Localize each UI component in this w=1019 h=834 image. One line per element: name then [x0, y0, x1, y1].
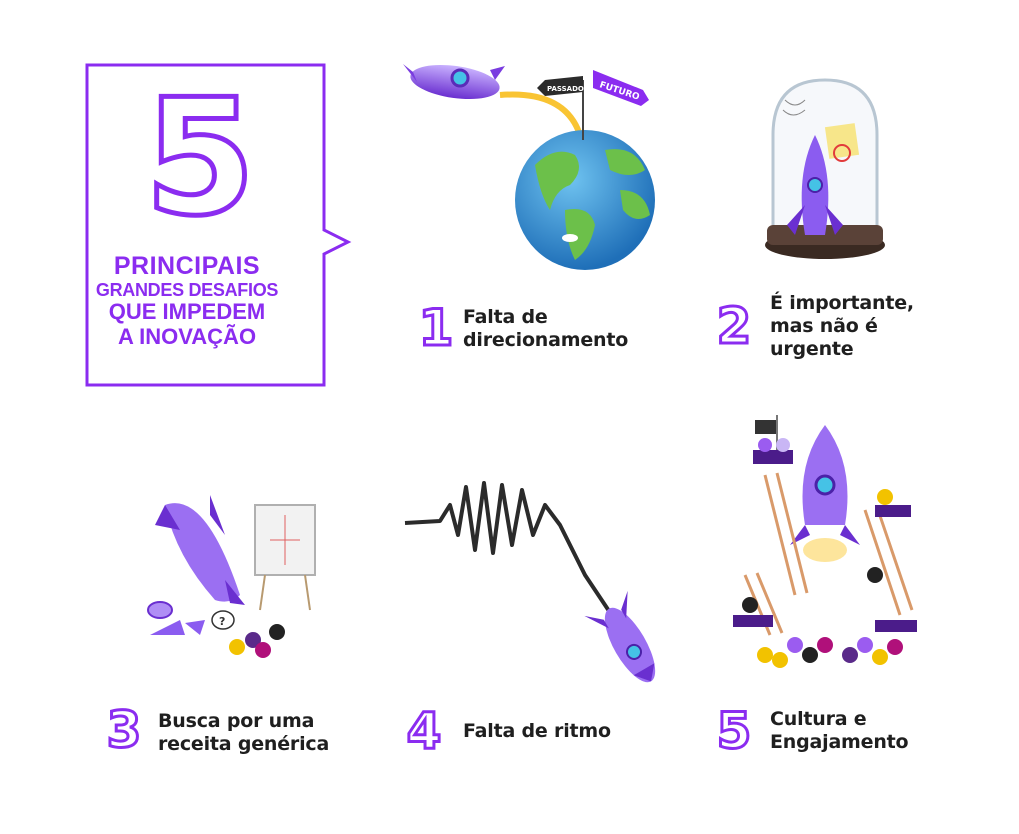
rocket-ladders-illustration	[733, 415, 917, 668]
waveform-rocket-illustration	[404, 481, 656, 683]
bell-jar-illustration	[765, 78, 885, 259]
item-3-label: Busca por uma receita genérica	[158, 710, 329, 756]
item-2-line-3: urgente	[770, 338, 854, 360]
item-3-line-2: receita genérica	[158, 733, 330, 755]
signpost-past-label: PASSADO	[547, 85, 584, 93]
title-line-1: PRINCIPAIS	[113, 252, 261, 280]
item-5-label: Cultura e Engajamento	[770, 708, 909, 754]
item-5-number: 5	[715, 702, 753, 760]
rocket-icon	[787, 135, 843, 235]
item-2-number: 2	[715, 297, 753, 355]
item-4-line-1: Falta de ritmo	[463, 720, 611, 742]
checkered-flag-icon	[755, 420, 777, 434]
rocket-icon	[584, 590, 656, 683]
flipchart-icon	[254, 504, 316, 611]
item-3-line-1: Busca por uma	[158, 710, 315, 732]
item-1-number: 1	[417, 299, 455, 357]
item-4-number: 4	[405, 702, 443, 760]
rocket-icon	[403, 64, 505, 100]
rocket-flipchart-illustration: ?	[147, 495, 316, 658]
item-1-line-2: direcionamento	[463, 329, 629, 351]
question-mark: ?	[219, 615, 225, 628]
title-speech-box	[85, 63, 352, 387]
title-text: PRINCIPAIS GRANDES DESAFIOS QUE IMPEDEM …	[72, 252, 302, 349]
item-2-line-2: mas não é	[770, 315, 878, 337]
item-1-label: Falta de direcionamento	[463, 306, 628, 352]
item-3-number: 3	[105, 701, 143, 759]
signpost-icon: PASSADO FUTURO	[537, 70, 649, 106]
item-2-line-1: É importante,	[770, 292, 914, 314]
item-4-label: Falta de ritmo	[463, 720, 611, 743]
item-1-line-1: Falta de	[463, 306, 548, 328]
title-big-number: 5	[142, 64, 258, 251]
sticky-note-icon	[824, 123, 860, 159]
globe-rocket-illustration: PASSADO FUTURO	[403, 64, 655, 270]
title-line-3: QUE IMPEDEM	[108, 299, 266, 325]
item-5-line-2: Engajamento	[770, 731, 909, 753]
rocket-icon	[155, 495, 245, 605]
item-2-label: É importante, mas não é urgente	[770, 292, 914, 361]
title-line-4: A INOVAÇÃO	[117, 323, 257, 349]
item-5-line-1: Cultura e	[770, 708, 867, 730]
title-line-2: GRANDES DESAFIOS	[95, 280, 279, 300]
